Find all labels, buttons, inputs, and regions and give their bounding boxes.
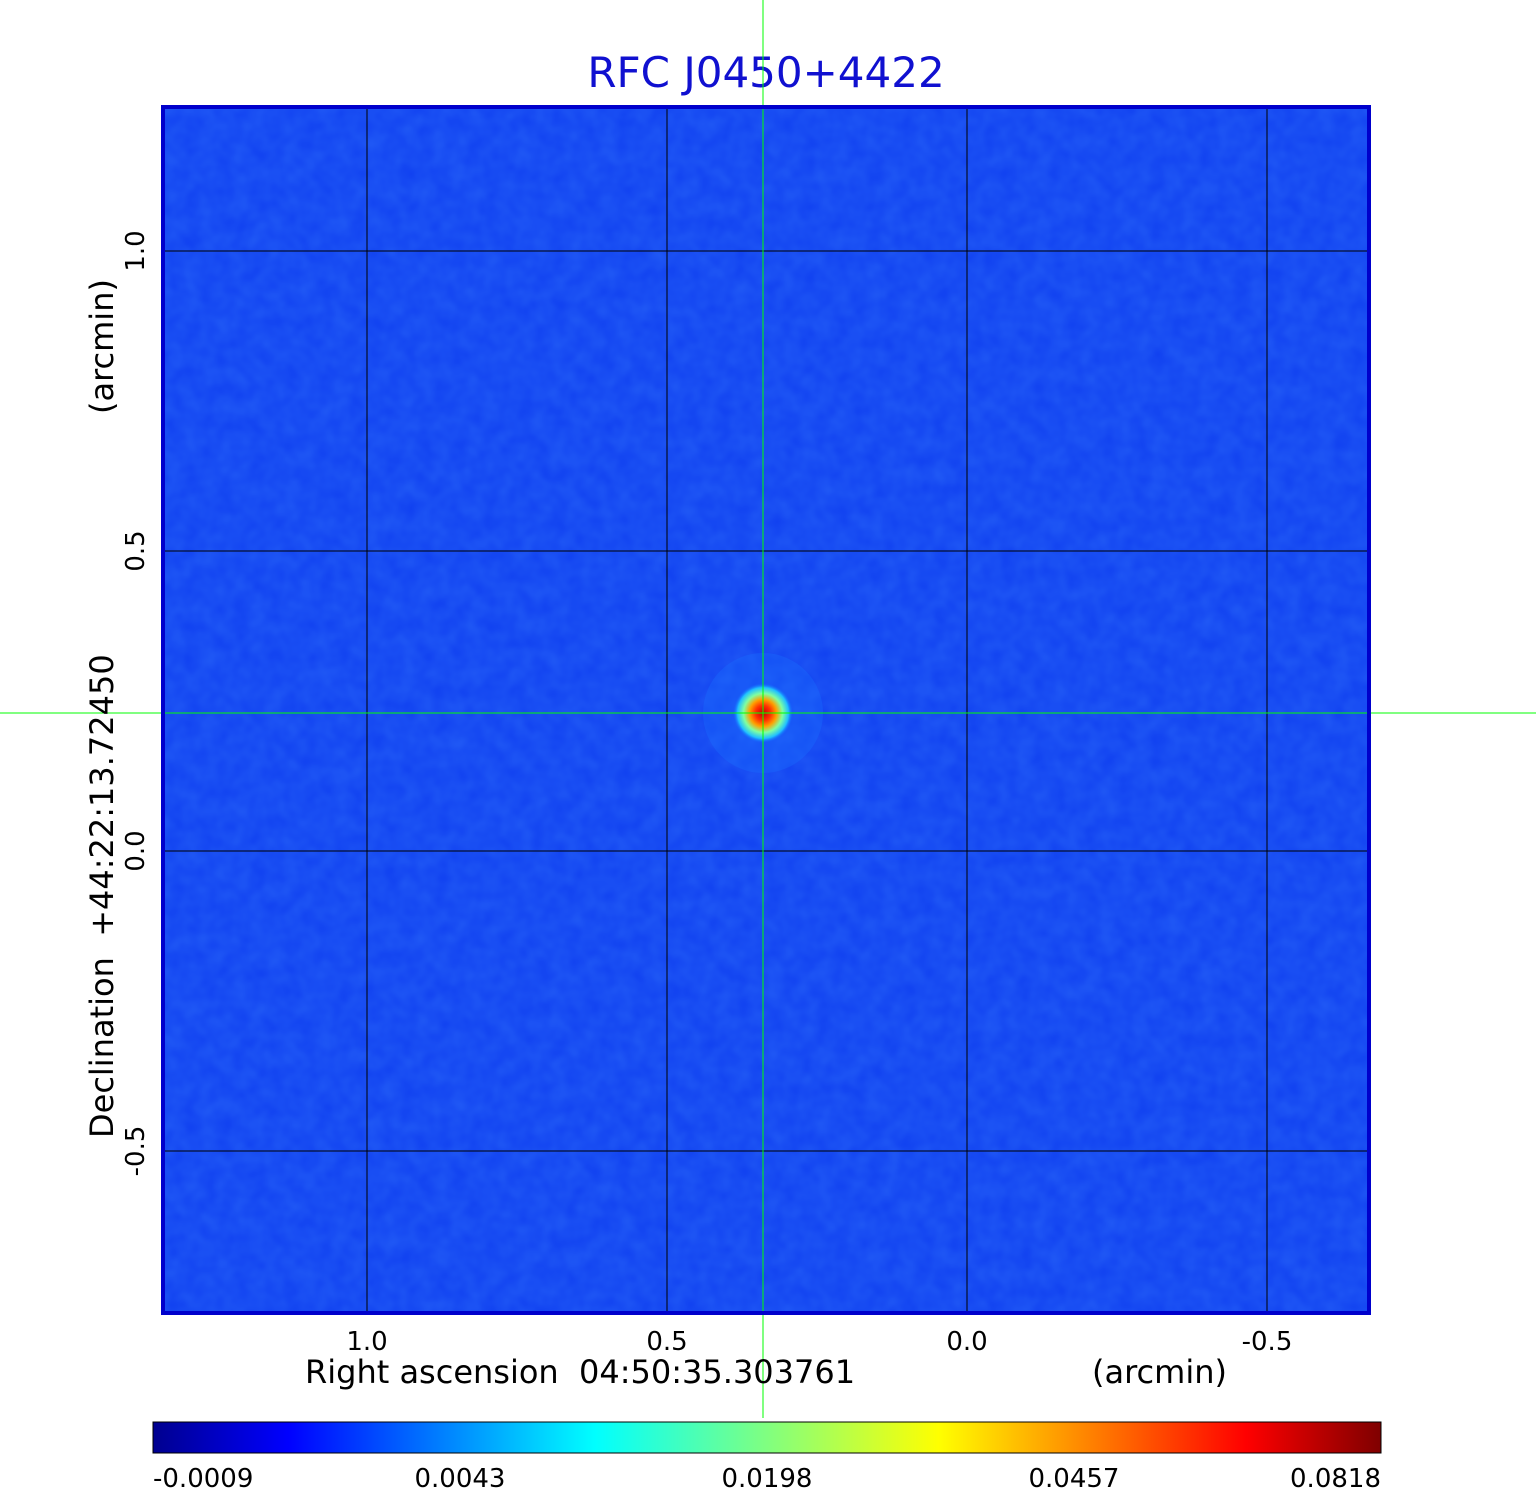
colorbar-gradient xyxy=(152,1421,1382,1454)
image-map xyxy=(163,107,1369,1313)
colorbar-tick-label: -0.0009 xyxy=(153,1464,253,1494)
y-axis-unit: (arcmin) xyxy=(83,279,121,414)
x-axis-label: Right ascension 04:50:35.303761 xyxy=(305,1353,855,1391)
x-tick-label: 1.0 xyxy=(346,1327,387,1357)
y-tick-label: 0.5 xyxy=(121,530,151,571)
x-tick-labels: 1.0 0.5 0.0 -0.5 xyxy=(346,1327,1292,1357)
colorbar: -0.0009 0.0043 0.0198 0.0457 0.0818 xyxy=(152,1421,1382,1494)
colorbar-tick-label: 0.0457 xyxy=(1029,1464,1120,1494)
y-tick-label: -0.5 xyxy=(121,1126,151,1177)
y-tick-labels: 1.0 0.5 0.0 -0.5 xyxy=(121,230,151,1176)
crosshair xyxy=(0,0,1536,1418)
y-tick-label: 1.0 xyxy=(121,230,151,271)
colorbar-tick-label: 0.0043 xyxy=(415,1464,506,1494)
chart-title: RFC J0450+4422 xyxy=(587,48,944,97)
colorbar-tick-labels: -0.0009 0.0043 0.0198 0.0457 0.0818 xyxy=(153,1464,1381,1494)
colorbar-tick-label: 0.0818 xyxy=(1290,1464,1381,1494)
x-tick-label: 0.0 xyxy=(946,1327,987,1357)
y-tick-label: 0.0 xyxy=(121,830,151,871)
y-axis-label: Declination +44:22:13.72450 xyxy=(83,654,121,1138)
colorbar-tick-label: 0.0198 xyxy=(722,1464,813,1494)
x-tick-label: -0.5 xyxy=(1242,1327,1293,1357)
x-axis-unit: (arcmin) xyxy=(1092,1353,1227,1391)
grid xyxy=(163,107,1369,1313)
x-tick-label: 0.5 xyxy=(646,1327,687,1357)
plot-frame xyxy=(161,105,1371,1315)
